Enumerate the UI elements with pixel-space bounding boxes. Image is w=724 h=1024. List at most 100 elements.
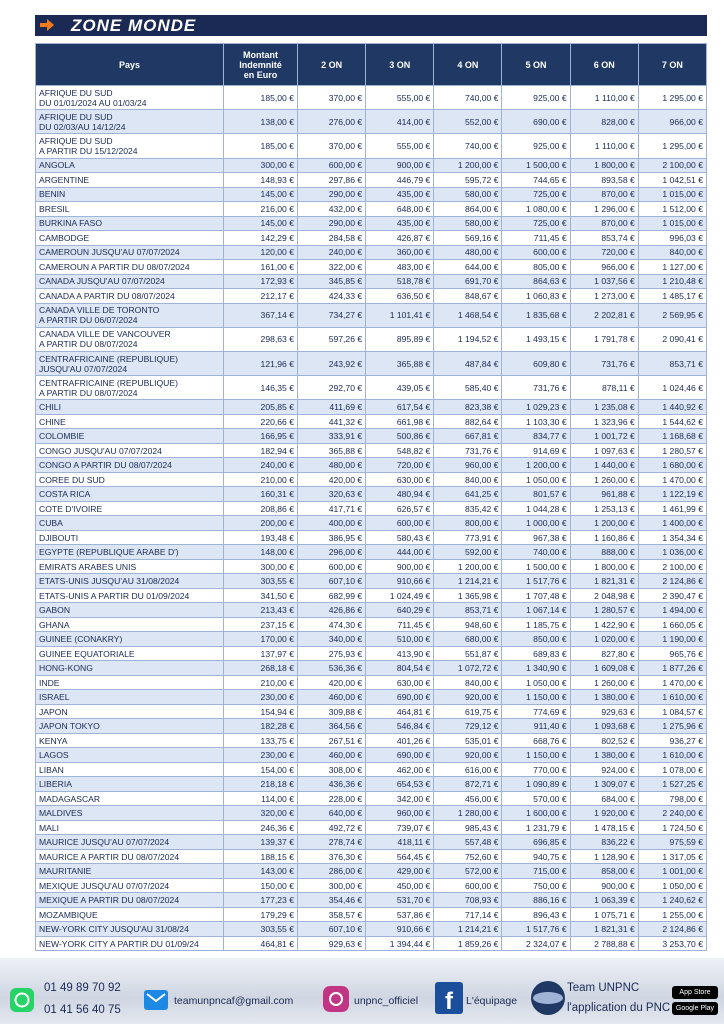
amount-cell: 1 527,25 €	[637, 776, 708, 792]
amount-cell: 936,27 €	[637, 732, 708, 749]
svg-text:f: f	[445, 988, 454, 1014]
amount-cell: 210,00 €	[223, 471, 298, 488]
amount-cell: 432,00 €	[296, 201, 367, 217]
amount-cell: 827,80 €	[569, 645, 639, 662]
amount-cell: 864,00 €	[433, 201, 503, 217]
app-subtitle: l'application du PNC	[567, 1002, 671, 1014]
amount-cell: 893,58 €	[569, 172, 639, 188]
amount-cell: 1 231,79 €	[501, 819, 571, 836]
amount-cell: 441,32 €	[296, 413, 367, 430]
table-row: CAMEROUN A PARTIR DU 08/07/2024 161,00 €3…	[35, 259, 708, 275]
google-play-badge[interactable]: Google Play	[672, 1002, 718, 1015]
table-row: CANADA VILLE DE TORONTO A PARTIR DU 06/0…	[35, 302, 708, 328]
amount-cell: 426,87 €	[365, 230, 435, 246]
amount-cell: 690,00 €	[501, 109, 571, 135]
amount-cell: 166,95 €	[223, 428, 298, 444]
amount-cell: 456,00 €	[433, 790, 503, 807]
amount-cell: 137,97 €	[223, 645, 298, 662]
amount-cell: 213,43 €	[223, 602, 298, 618]
amount-cell: 740,00 €	[501, 544, 571, 560]
amount-cell: 1 877,26 €	[637, 660, 708, 676]
amount-cell: 626,57 €	[365, 500, 435, 517]
amount-cell: 1 422,90 €	[569, 616, 639, 633]
title-bar: ZONE MONDE	[35, 15, 707, 36]
amount-cell: 1 020,00 €	[569, 631, 639, 647]
amount-cell: 580,43 €	[365, 529, 435, 546]
amount-cell: 1 097,63 €	[569, 442, 639, 459]
amount-cell: 920,00 €	[433, 689, 503, 705]
country-cell: CUBA	[35, 515, 224, 531]
table-row: JAPON 154,94 €309,88 €464,81 €619,75 €774…	[35, 703, 708, 720]
amount-cell: 342,00 €	[365, 790, 435, 807]
amount-cell: 1 485,17 €	[637, 288, 708, 304]
amount-cell: 298,63 €	[223, 326, 298, 352]
amount-cell: 773,91 €	[433, 529, 503, 546]
country-cell: CENTRAFRICAINE (REPUBLIQUE) A PARTIR DU …	[35, 375, 224, 401]
amount-cell: 322,00 €	[296, 259, 367, 275]
amount-cell: 436,36 €	[296, 776, 367, 792]
amount-cell: 188,15 €	[223, 848, 298, 865]
amount-cell: 924,00 €	[569, 761, 639, 778]
amount-cell: 1 295,00 €	[637, 133, 708, 159]
country-cell: GABON	[35, 602, 224, 618]
amount-cell: 1 724,50 €	[637, 819, 708, 836]
amount-cell: 172,93 €	[223, 273, 298, 290]
amount-cell: 961,88 €	[569, 486, 639, 502]
amount-cell: 555,00 €	[365, 133, 435, 159]
amount-cell: 1 365,98 €	[433, 587, 503, 604]
amount-cell: 900,00 €	[365, 558, 435, 575]
table-row: GUINEE EQUATORIALE 137,97 €275,93 €413,90…	[35, 645, 708, 662]
amount-cell: 925,00 €	[501, 84, 571, 111]
amount-cell: 1 317,05 €	[637, 848, 708, 865]
phone: 01 41 56 40 75	[44, 1004, 121, 1016]
amount-cell: 205,85 €	[223, 399, 298, 415]
amount-cell: 300,00 €	[223, 157, 298, 174]
amount-cell: 1 600,00 €	[501, 805, 571, 821]
amount-cell: 292,70 €	[296, 375, 367, 401]
country-cell: MEXIQUE JUSQU'AU 07/07/2024	[35, 877, 224, 894]
amount-cell: 1 029,23 €	[501, 399, 571, 415]
table-row: ARGENTINE 148,93 €297,86 €446,79 €595,72 …	[35, 172, 708, 188]
amount-cell: 690,00 €	[365, 689, 435, 705]
amount-cell: 569,16 €	[433, 230, 503, 246]
amount-cell: 948,60 €	[433, 616, 503, 633]
table-row: GUINEE (CONAKRY) 170,00 €340,00 €510,00 €…	[35, 631, 708, 647]
table-row: MAURITANIE 143,00 €286,00 €429,00 €572,00…	[35, 863, 708, 879]
amount-cell: 161,00 €	[223, 259, 298, 275]
amount-cell: 1 493,15 €	[501, 326, 571, 352]
amount-cell: 551,87 €	[433, 645, 503, 662]
amount-cell: 210,00 €	[223, 674, 298, 691]
table-row: MAURICE A PARTIR DU 08/07/2024 188,15 €37…	[35, 848, 708, 865]
amount-cell: 896,43 €	[501, 906, 571, 923]
table-row: ETATS-UNIS JUSQU'AU 31/08/2024 303,55 €60…	[35, 573, 708, 589]
amount-cell: 711,45 €	[501, 230, 571, 246]
amount-cell: 770,00 €	[501, 761, 571, 778]
amount-cell: 510,00 €	[365, 631, 435, 647]
instagram-icon	[323, 986, 349, 1012]
country-cell: LIBERIA	[35, 776, 224, 792]
amount-cell: 1 127,00 €	[637, 259, 708, 275]
amount-cell: 600,00 €	[365, 515, 435, 531]
table-row: CHINE 220,66 €441,32 €661,98 €882,64 €1 1…	[35, 413, 708, 430]
amount-cell: 220,66 €	[223, 413, 298, 430]
amount-cell: 572,00 €	[433, 863, 503, 879]
amount-cell: 358,57 €	[296, 906, 367, 923]
amount-cell: 1 214,21 €	[433, 573, 503, 589]
amount-cell: 365,88 €	[365, 350, 435, 377]
amount-cell: 1 354,34 €	[637, 529, 708, 546]
amount-cell: 607,10 €	[296, 573, 367, 589]
amount-cell: 734,27 €	[296, 302, 367, 328]
amount-cell: 911,40 €	[501, 718, 571, 734]
table-row: CHILI 205,85 €411,69 €617,54 €823,38 €1 0…	[35, 399, 708, 415]
amount-cell: 595,72 €	[433, 172, 503, 188]
amount-cell: 600,00 €	[296, 558, 367, 575]
amount-cell: 341,50 €	[223, 587, 298, 604]
amount-cell: 1 168,68 €	[637, 428, 708, 444]
country-cell: BRESIL	[35, 201, 224, 217]
column-header: 4 ON	[433, 43, 503, 86]
email: teamunpncaf@gmail.com	[174, 995, 294, 1007]
app-store-badge[interactable]: App Store	[672, 986, 718, 999]
amount-cell: 1 707,48 €	[501, 587, 571, 604]
table-row: EGYPTE (REPUBLIQUE ARABE D') 148,00 €296,…	[35, 544, 708, 560]
country-cell: ARGENTINE	[35, 172, 224, 188]
